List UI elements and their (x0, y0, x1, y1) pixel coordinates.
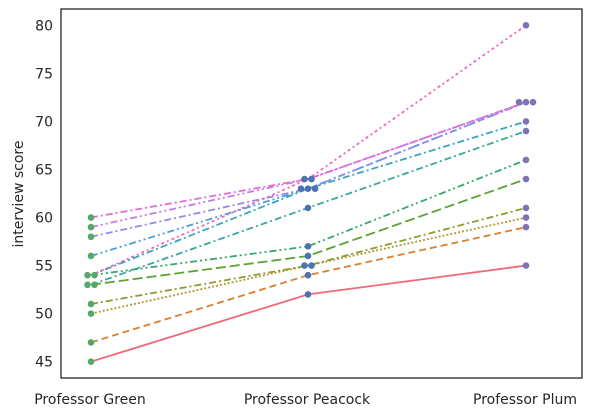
point-professor-green-4 (87, 300, 95, 308)
point-professor-peacock-11 (301, 175, 308, 183)
y-tick-label: 70 (35, 114, 53, 130)
y-tick-label: 50 (35, 307, 53, 323)
point-professor-green-3 (87, 310, 95, 317)
point-professor-green-1 (87, 358, 95, 365)
point-professor-plum-1 (522, 262, 530, 269)
series-line-5 (90, 178, 527, 286)
point-professor-green-6 (91, 281, 98, 289)
y-tick-label: 65 (35, 162, 53, 178)
point-professor-plum-5 (522, 175, 530, 183)
point-professor-peacock-9 (304, 185, 312, 192)
point-professor-plum-6 (522, 156, 530, 164)
y-axis-title: interview score (11, 141, 27, 248)
y-axis-ticks: 45 50 55 60 65 70 75 80 (35, 18, 53, 370)
point-professor-peacock-3 (301, 262, 308, 269)
point-professor-peacock-10 (311, 185, 319, 192)
series-line-6 (90, 159, 527, 277)
point-professor-plum-9 (515, 98, 523, 106)
point-professor-green-7 (84, 271, 91, 279)
point-professor-green-9 (87, 252, 95, 260)
point-professor-green-2 (87, 339, 95, 346)
point-professor-peacock-7 (304, 204, 312, 212)
point-professor-green-11 (87, 223, 95, 231)
y-tick-label: 55 (35, 259, 53, 275)
x-tick-label: Professor Green (34, 392, 146, 408)
point-professor-green-10 (87, 233, 95, 241)
x-axis-ticks: Professor Green Professor Peacock Professo… (34, 392, 577, 408)
series-line-13 (90, 24, 527, 277)
series-line-1 (90, 264, 527, 363)
point-professor-peacock-5 (304, 252, 312, 260)
series-line-10 (90, 101, 527, 238)
point-professor-plum-4 (522, 204, 530, 212)
point-professor-plum-8 (522, 118, 530, 125)
plot-frame (60, 8, 583, 379)
point-professor-peacock-6 (304, 243, 312, 250)
point-professor-green-12 (87, 214, 95, 221)
series-line-2 (90, 226, 527, 344)
series-lines (90, 24, 527, 363)
point-professor-peacock-8 (297, 185, 305, 192)
series-line-8 (90, 120, 527, 277)
point-professor-peacock-4 (308, 262, 315, 269)
point-professor-peacock-12 (308, 175, 315, 183)
y-tick-label: 80 (35, 18, 53, 34)
point-professor-plum-7 (522, 127, 530, 135)
y-tick-label: 60 (35, 211, 53, 227)
x-tick-label: Professor Plum (473, 392, 577, 408)
series-line-12 (90, 101, 527, 219)
point-professor-peacock-1 (304, 291, 312, 298)
point-professor-plum-3 (522, 214, 530, 221)
point-professor-green-5 (84, 281, 91, 289)
point-professor-plum-11 (529, 98, 537, 106)
series-line-4 (90, 207, 527, 305)
point-professor-green-8 (91, 271, 98, 279)
marker-points (84, 22, 537, 365)
y-tick-label: 45 (35, 355, 53, 371)
point-professor-plum-12 (522, 22, 530, 29)
y-tick-label: 75 (35, 66, 53, 82)
x-tick-label: Professor Peacock (244, 392, 371, 408)
point-professor-peacock-2 (304, 271, 312, 279)
point-professor-plum-2 (522, 223, 530, 231)
point-professor-plum-10 (522, 98, 530, 106)
